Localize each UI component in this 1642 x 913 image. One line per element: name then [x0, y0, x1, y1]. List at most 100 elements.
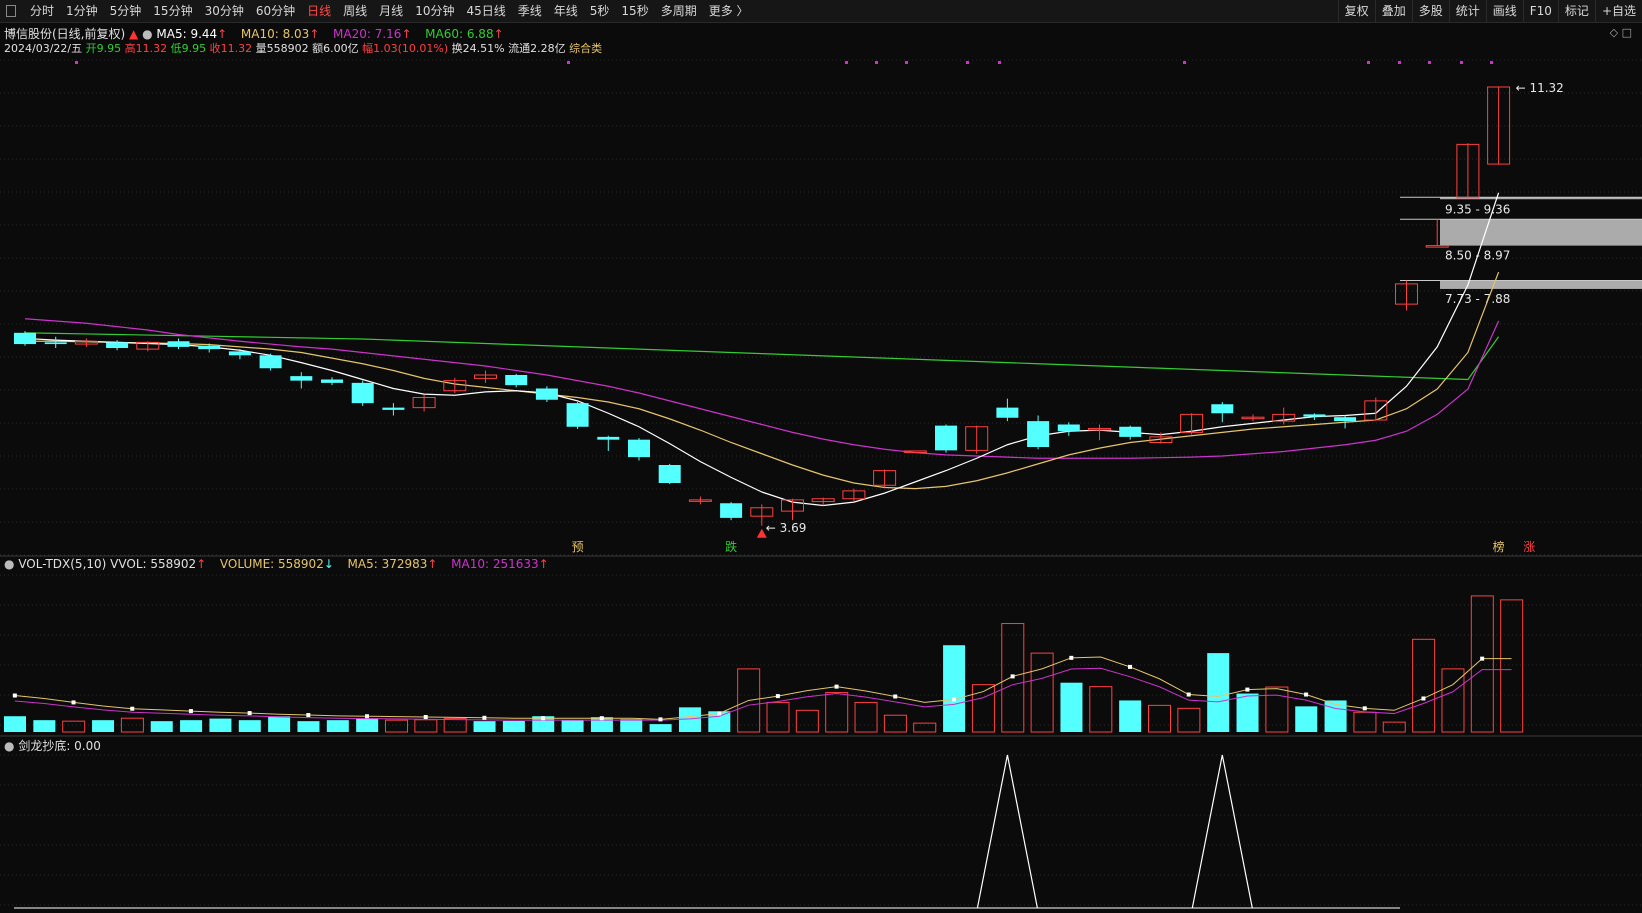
tab-period[interactable]: 多周期 [660, 4, 697, 18]
volume-bar-down [532, 716, 555, 732]
toolbar-action-button[interactable]: +自选 [1594, 0, 1642, 22]
volume-bar-up [766, 701, 790, 733]
tab-period[interactable]: 1分钟 [66, 4, 98, 18]
volume-bar-down [473, 721, 496, 732]
signal-dot [75, 61, 78, 64]
candle-body-up [1088, 427, 1111, 431]
toolbar-action-button[interactable]: 叠加 [1374, 0, 1412, 22]
volume-bar-down [1324, 700, 1347, 732]
candle [505, 373, 528, 388]
volume-ma-dot [775, 694, 780, 699]
volume-bar-up [120, 717, 144, 733]
quote-float: 流通2.28亿 [508, 42, 566, 55]
quote-high: 高11.32 [124, 42, 168, 55]
quote-amount: 额6.00亿 [312, 42, 359, 55]
volume-bar-down [561, 720, 584, 732]
high-price-label: ← 11.32 [1516, 81, 1564, 95]
candle [1303, 413, 1326, 420]
volume-bar-down [649, 724, 672, 732]
tab-period[interactable]: 30分钟 [204, 4, 244, 18]
candle-body-up [1241, 416, 1265, 420]
diamond-icon[interactable]: ◇ [1609, 26, 1619, 39]
volume-bar-up [854, 701, 878, 733]
volume-bar-up [1030, 652, 1054, 733]
candle-body-up [781, 499, 804, 512]
volume-ma-dot [599, 716, 604, 721]
candle [597, 435, 620, 451]
candle [474, 370, 497, 383]
candle [44, 336, 67, 348]
tab-period[interactable]: 周线 [343, 4, 368, 18]
low-arrow-icon [756, 528, 767, 538]
candle [750, 504, 774, 526]
candle-body-up [873, 470, 897, 486]
volume-bar-up [414, 719, 438, 733]
candle-body-down [505, 375, 528, 386]
window-icon[interactable]: □ [1621, 26, 1632, 39]
volume-ma10-line [14, 667, 1512, 721]
volume-ma-dot [1069, 655, 1074, 660]
candle [811, 497, 835, 506]
tab-period[interactable]: 更多 〉 [708, 4, 749, 18]
candle-body-down [628, 439, 650, 458]
ma60-label: MA60: 6.88 [425, 27, 494, 41]
volume-bar-up [1265, 686, 1289, 733]
candle [1180, 413, 1204, 435]
candle [1272, 407, 1296, 425]
volume-ma-dot [834, 684, 839, 689]
toolbar-action-button[interactable]: 画线 [1485, 0, 1523, 22]
vol-ma10: MA10: 251633 [451, 557, 539, 571]
tab-period[interactable]: 10分钟 [415, 4, 455, 18]
tab-period[interactable]: 5分钟 [109, 4, 142, 18]
candle [566, 402, 589, 429]
quote-open: 开9.95 [85, 42, 122, 55]
toolbar-action-button[interactable]: 标记 [1557, 0, 1595, 22]
candle [290, 372, 313, 389]
volume-bar-down [268, 716, 291, 732]
volume-bar-down [33, 720, 56, 732]
tab-period[interactable]: 年线 [553, 4, 578, 18]
candle-body-down [167, 341, 190, 347]
settings-circle-icon[interactable]: ● [4, 557, 15, 571]
quote-change: 幅1.03(10.01%) [362, 42, 449, 55]
settings-circle-icon[interactable]: ● [4, 739, 15, 753]
toolbar-action-button[interactable]: 统计 [1448, 0, 1486, 22]
indicator-peak [976, 754, 1038, 909]
toolbar-action-button[interactable]: 复权 [1337, 0, 1375, 22]
candle-body-up [842, 490, 866, 500]
candle [628, 438, 650, 461]
tab-period[interactable]: 45日线 [466, 4, 506, 18]
tab-period[interactable]: 日线 [307, 4, 332, 18]
candle-body-down [1119, 426, 1142, 437]
volume-bar-down [943, 645, 966, 732]
signal-dot [1398, 61, 1401, 64]
volume-bar-up [443, 718, 467, 733]
candle [1487, 86, 1511, 165]
toolbar-action-button[interactable]: 多股 [1411, 0, 1449, 22]
tab-period[interactable]: 15分钟 [153, 4, 193, 18]
candle-body-down [351, 382, 374, 404]
candle [259, 353, 282, 371]
tab-period[interactable]: 月线 [379, 4, 404, 18]
signal-dot [966, 61, 969, 64]
volume-bar-up [1148, 704, 1172, 733]
tab-period[interactable]: 分时 [30, 4, 55, 18]
tab-period[interactable]: 5秒 [589, 4, 610, 18]
volume-bar-down [708, 711, 731, 732]
volume-bar-up [385, 719, 409, 733]
volume-ma-dot [893, 694, 898, 699]
candle [720, 502, 743, 521]
volume-ma-dot [130, 706, 135, 711]
volume-ma-dot [1186, 692, 1191, 697]
menu-icon[interactable] [6, 5, 16, 17]
toolbar-action-button[interactable]: F10 [1522, 0, 1558, 22]
settings-circle-icon[interactable]: ● [142, 27, 153, 41]
tab-period[interactable]: 15秒 [621, 4, 649, 18]
candle-body-down [382, 407, 405, 410]
tab-period[interactable]: 60分钟 [255, 4, 296, 18]
volume-bar-down [209, 718, 232, 732]
quote-turnover: 换24.51% [451, 42, 505, 55]
vol-volume: VOLUME: 558902 [219, 557, 324, 571]
tab-period[interactable]: 季线 [517, 4, 542, 18]
